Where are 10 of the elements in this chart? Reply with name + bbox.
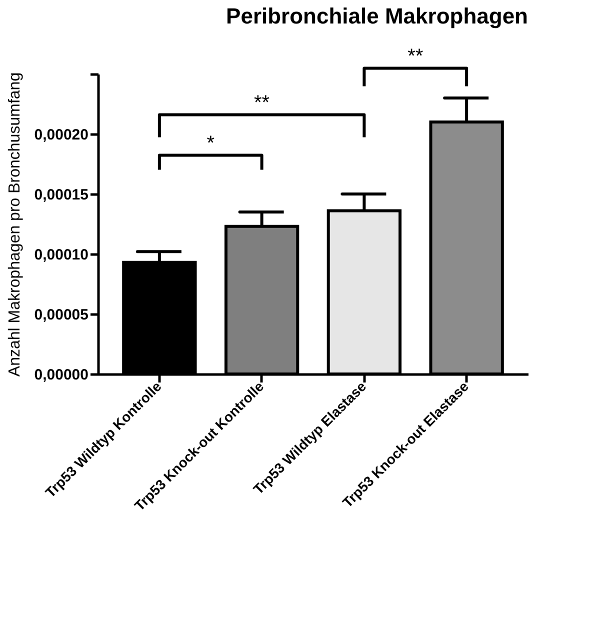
y-tick-label: 0,00020 — [34, 126, 88, 144]
y-tick-label: 0,00015 — [34, 186, 88, 204]
annotation: ** — [254, 92, 270, 114]
y-tick-label: 0,00010 — [34, 246, 88, 264]
annotation: * — [206, 132, 215, 154]
y-tick-label: 0,00000 — [34, 366, 88, 384]
y-axis-title: Anzahl Makrophagen pro Bronchusumfang — [6, 72, 24, 377]
y-tick-label: 0,00005 — [34, 306, 88, 324]
text: ** — [408, 45, 424, 68]
chart-title: Peribronchiale Makrophagen — [226, 3, 528, 28]
